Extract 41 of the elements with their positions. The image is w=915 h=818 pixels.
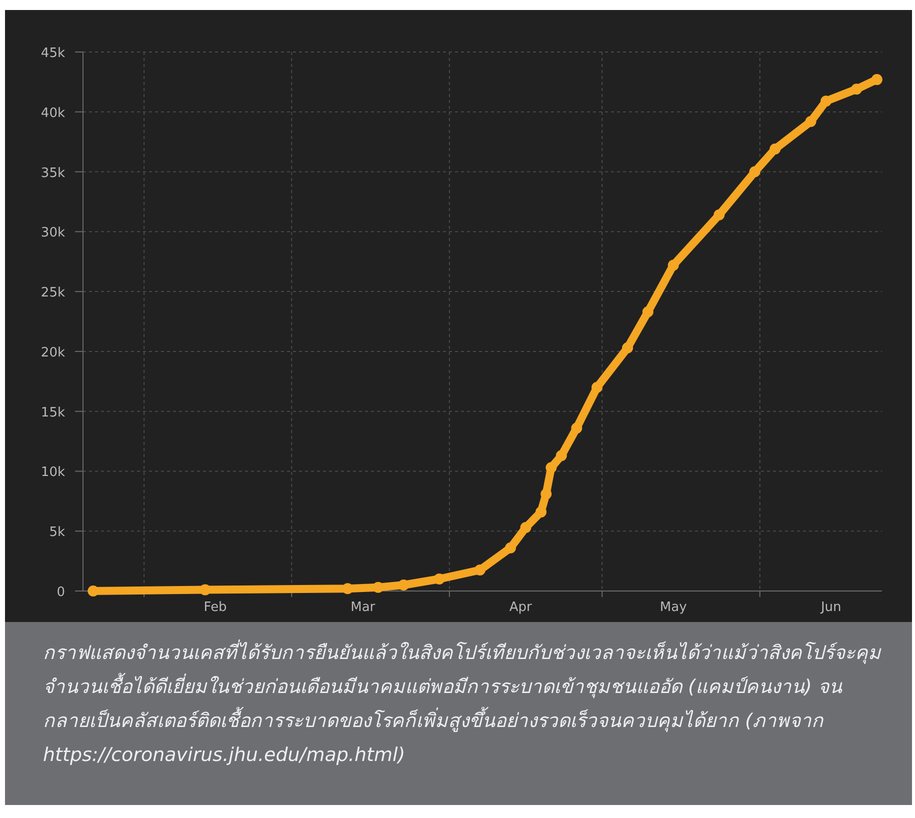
point xyxy=(749,166,760,178)
y-tick-label: 30k xyxy=(40,226,66,241)
point xyxy=(820,96,832,107)
y-tick-label: 20k xyxy=(40,345,66,360)
point xyxy=(398,580,410,591)
x-tick-label: Mar xyxy=(350,600,376,615)
text: กราฟแสดงจำนวนเคสที่ได้รับการยืนยันแล้วในสิงคโปร์เทียบกับช่วงเวลาจะเห็นได้ว่าแม้ว่าสิงคโปร์จะคุมจำนวนเชื้อได้ดีเยี่ยมในช่วยก่อนเดือนมีนาคมแต่พอมีการระบาดเข้าชุมชนแออัด (แคมป์คนงาน) จนกลายเป็นคลัสเตอร์ติดเชื้อการระบาดของโรคก็เพิ่มสูงขึ้นอย่างรวดเร็วจนควบคุมได้ยาก (ภาพจาก https://coronavirus.jhu.edu/map.html) xyxy=(43,638,882,768)
point xyxy=(372,582,384,593)
y-tick-label: 35k xyxy=(40,166,66,181)
point xyxy=(668,260,679,271)
point xyxy=(556,450,567,462)
y-tick-label: 10k xyxy=(40,465,66,480)
point xyxy=(504,542,516,554)
y-tick-label: 25k xyxy=(40,286,66,301)
y-tick-label: 40k xyxy=(40,106,66,121)
point xyxy=(434,574,445,585)
point xyxy=(520,522,532,534)
y-tick-label: 0 xyxy=(56,585,65,600)
point xyxy=(200,584,211,596)
point xyxy=(571,422,582,434)
point xyxy=(851,84,862,95)
point xyxy=(622,342,634,354)
point xyxy=(546,462,557,474)
x-tick-label: May xyxy=(660,600,688,615)
point xyxy=(536,506,547,518)
point xyxy=(642,306,654,318)
x-tick-label: Apr xyxy=(509,600,533,615)
point xyxy=(770,144,781,155)
point xyxy=(474,564,486,576)
point xyxy=(88,586,99,596)
point xyxy=(714,209,725,220)
point xyxy=(871,74,882,86)
y-tick-label: 15k xyxy=(40,405,66,420)
x-tick-label: Jun xyxy=(820,600,842,615)
point xyxy=(592,382,603,393)
point xyxy=(342,583,354,594)
y-tick-label: 5k xyxy=(49,525,66,540)
x-tick-label: Feb xyxy=(204,600,227,615)
point xyxy=(540,488,552,500)
y-tick-label: 45k xyxy=(40,46,66,61)
point xyxy=(805,116,816,127)
